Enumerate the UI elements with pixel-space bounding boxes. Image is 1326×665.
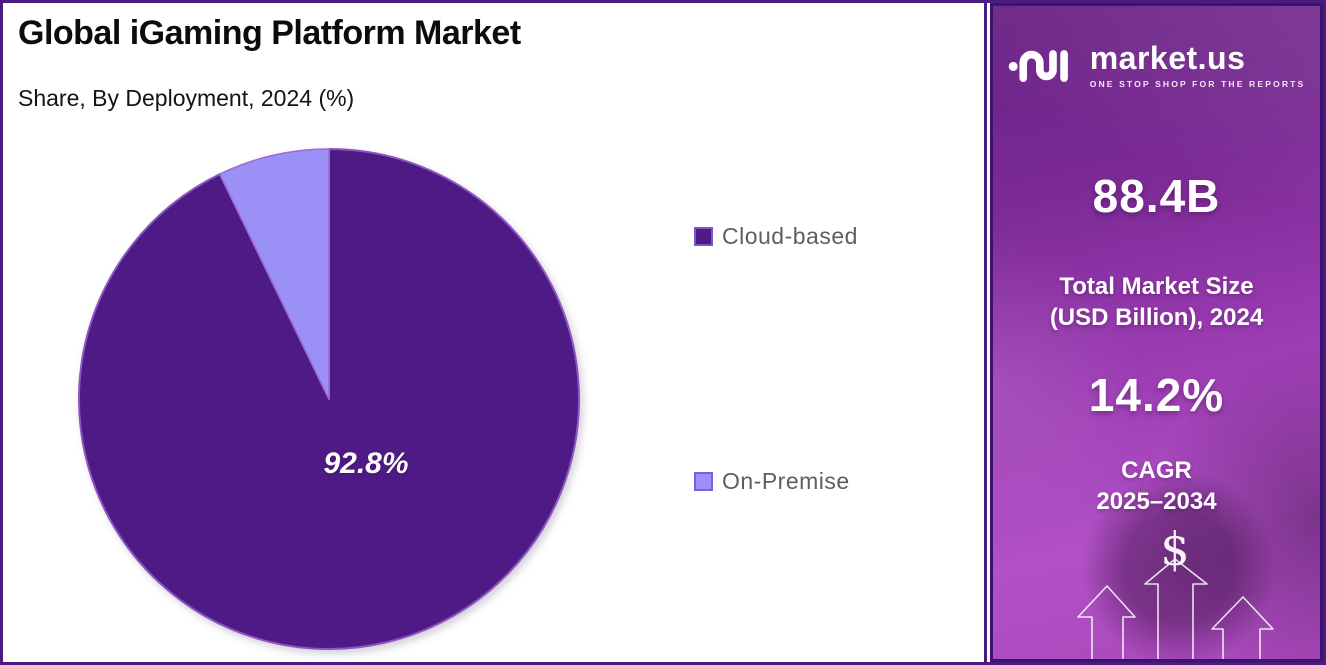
stat-market-size-label-line2: (USD Billion), 2024 [1049,303,1264,331]
legend-item-on-premise: On-Premise [694,468,850,495]
chart-subtitle: Share, By Deployment, 2024 (%) [18,85,355,111]
legend-label-cloud-based: Cloud-based [722,223,858,249]
stat-market-size-label: Total Market Size (USD Billion), 2024 [993,272,1320,333]
stat-market-size-label-line1: Total Market Size [1059,273,1254,300]
brand-tagline: ONE STOP SHOP FOR THE REPORTS [1089,79,1306,89]
section-divider [984,3,987,662]
dollar-icon: $ [1160,522,1190,576]
pie-slice-on-premise [219,148,330,400]
stats-side-panel: market.us ONE STOP SHOP FOR THE REPORTS … [990,3,1323,662]
pie-data-label: 92.8% [323,447,409,480]
legend-swatch-on-premise [694,472,713,491]
stat-cagr-label-line1: CAGR [1121,457,1192,484]
stat-market-size-value: 88.4B [1092,170,1221,222]
legend-item-cloud-based: Cloud-based [694,223,858,250]
growth-arrows-icon [1077,558,1274,659]
legend-label-on-premise: On-Premise [722,468,850,494]
growth-arrow-left [1077,585,1136,659]
legend-swatch-cloud-based [694,227,713,246]
stat-cagr-label-line2: 2025–2034 [1096,487,1217,515]
brand-text: market.us ONE STOP SHOP FOR THE REPORTS [1090,42,1306,89]
growth-arrow-right [1211,596,1274,659]
pie-chart [78,148,580,650]
market-us-logo-icon [1008,50,1068,82]
chart-section: Global iGaming Platform Market Share, By… [3,3,990,662]
brand-name: market.us [1089,40,1246,76]
stat-cagr-label: CAGR 2025–2034 [993,456,1320,517]
page-title: Global iGaming Platform Market [18,14,521,52]
stat-cagr-value: 14.2% [1088,369,1225,421]
growth-arrow-middle [1144,558,1208,659]
brand-logo: market.us ONE STOP SHOP FOR THE REPORTS [993,42,1320,89]
